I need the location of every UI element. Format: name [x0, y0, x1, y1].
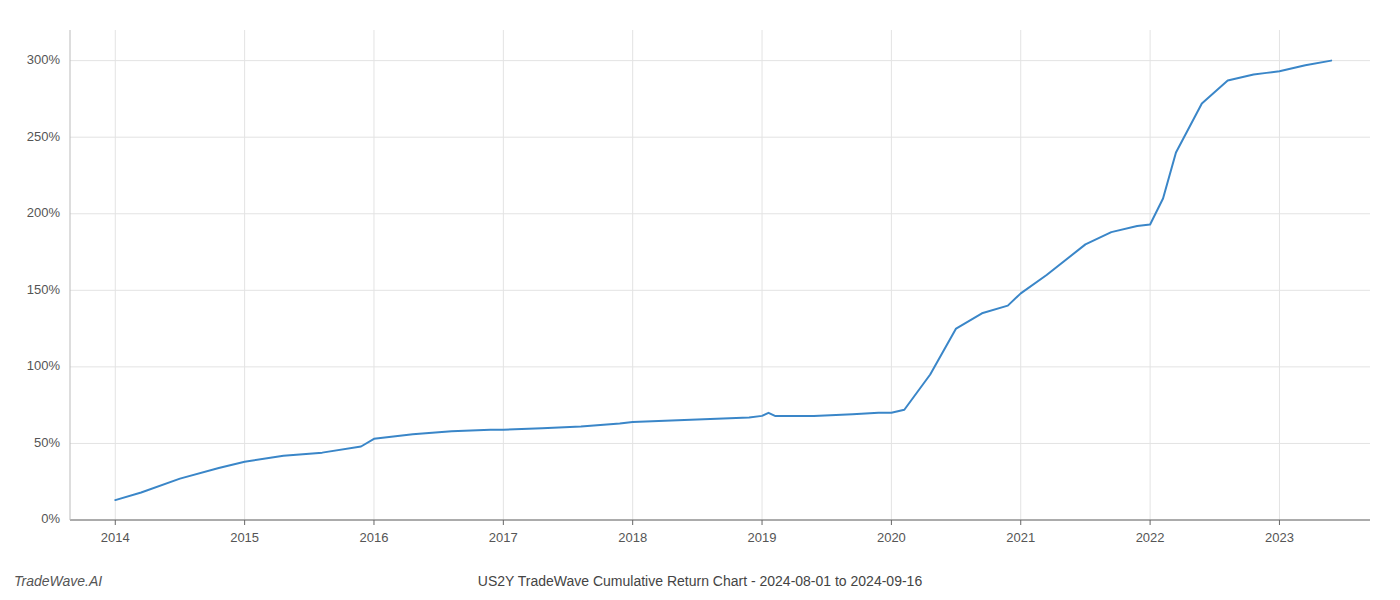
chart: 0% 50% 100% 150% 200% 250% 300% 2014 2015 2016 201… — [0, 0, 1400, 600]
x-grid-line — [1150, 30, 1151, 520]
x-tick — [1279, 520, 1280, 525]
x-grid-line — [373, 30, 374, 520]
x-axis-line — [70, 520, 1370, 521]
x-grid-line — [762, 30, 763, 520]
x-tick — [891, 520, 892, 525]
x-tick-label: 2014 — [101, 530, 130, 545]
x-tick — [1150, 520, 1151, 525]
x-tick — [762, 520, 763, 525]
x-grid-line — [244, 30, 245, 520]
y-tick-label: 50% — [34, 435, 60, 450]
x-grid-line — [115, 30, 116, 520]
x-tick — [373, 520, 374, 525]
x-tick-label: 2020 — [877, 530, 906, 545]
x-tick-label: 2023 — [1265, 530, 1294, 545]
background — [0, 0, 1400, 600]
x-tick-label: 2022 — [1136, 530, 1165, 545]
x-tick-label: 2019 — [748, 530, 777, 545]
x-tick-label: 2017 — [489, 530, 518, 545]
y-tick-label: 150% — [27, 282, 61, 297]
x-tick — [1020, 520, 1021, 525]
y-axis-line — [70, 30, 71, 520]
watermark: TradeWave.AI — [14, 573, 102, 589]
x-tick — [244, 520, 245, 525]
x-grid-line — [632, 30, 633, 520]
y-tick-label: 250% — [27, 129, 61, 144]
y-tick-label: 300% — [27, 52, 61, 67]
x-tick-label: 2018 — [618, 530, 647, 545]
axes: 0% 50% 100% 150% 200% 250% 300% 2014 2015 2016 201… — [27, 30, 1370, 545]
y-grid-line — [70, 137, 1370, 138]
x-tick-label: 2015 — [230, 530, 259, 545]
line — [115, 61, 1331, 500]
y-tick-label: 200% — [27, 205, 61, 220]
x-tick-label: 2021 — [1006, 530, 1035, 545]
y-grid-line — [70, 520, 1370, 521]
x-tick — [115, 520, 116, 525]
x-tick — [503, 520, 504, 525]
y-grid-line — [70, 213, 1370, 214]
x-tick-label: 2016 — [360, 530, 389, 545]
y-grid-line — [70, 60, 1370, 61]
y-tick-label: 100% — [27, 358, 61, 373]
y-grid-line — [70, 443, 1370, 444]
y-grid-line — [70, 290, 1370, 291]
x-grid-line — [503, 30, 504, 520]
grid — [70, 30, 1370, 520]
x-grid-line — [1020, 30, 1021, 520]
series — [115, 61, 1331, 500]
y-grid-line — [70, 366, 1370, 367]
x-grid-line — [1279, 30, 1280, 520]
y-tick-label: 0% — [41, 511, 60, 526]
x-tick — [632, 520, 633, 525]
title: US2Y TradeWave Cumulative Return Chart -… — [478, 573, 923, 589]
x-grid-line — [891, 30, 892, 520]
